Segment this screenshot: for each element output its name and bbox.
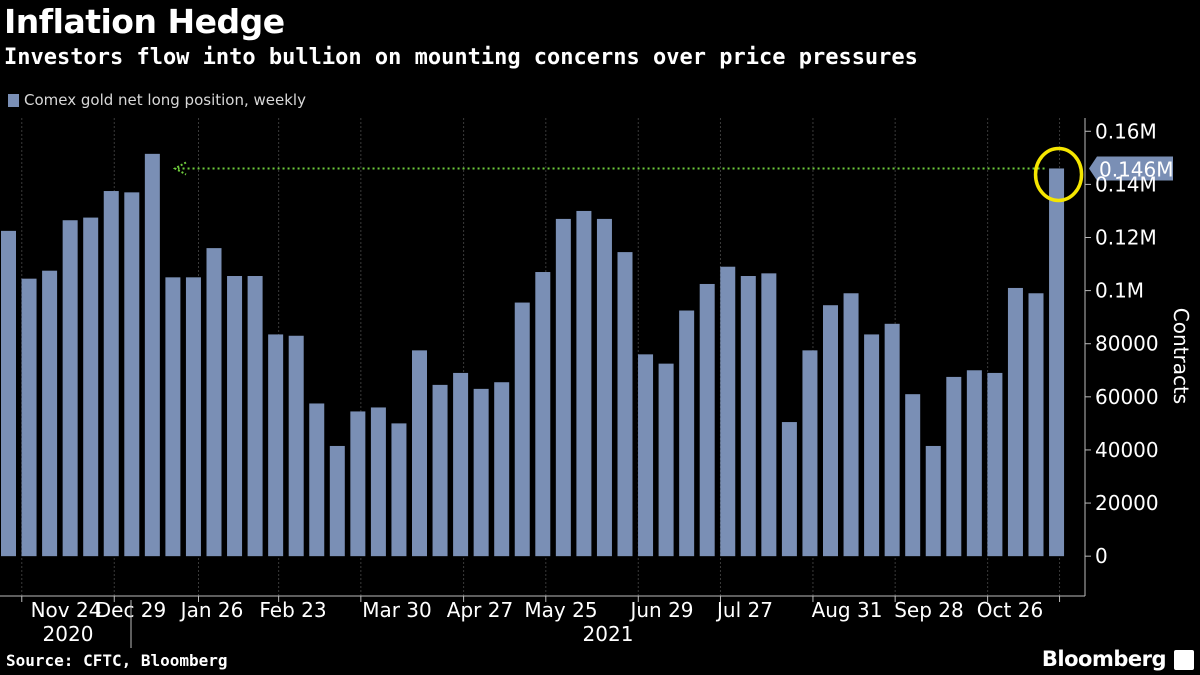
legend: Comex gold net long position, weekly: [8, 91, 306, 109]
y-tick-label: 0: [1095, 544, 1108, 568]
x-year-label: 2021: [583, 622, 634, 646]
arrow-head: [172, 161, 187, 176]
bar: [843, 293, 859, 557]
bar: [1049, 168, 1065, 557]
last-value-badge: [1089, 156, 1173, 181]
y-tick-label: 80000: [1095, 332, 1159, 356]
x-tick-label: May 25: [524, 598, 597, 622]
y-tick-label: 0.14M: [1095, 172, 1157, 196]
chart-subtitle: Investors flow into bullion on mounting …: [4, 45, 918, 70]
y-tick-label: 20000: [1095, 491, 1159, 515]
bar: [288, 335, 304, 557]
chart-title: Inflation Hedge: [4, 2, 285, 41]
bar: [494, 382, 510, 557]
legend-label: Comex gold net long position, weekly: [24, 91, 306, 109]
bar: [453, 372, 469, 557]
y-axis-title: Contracts: [1169, 308, 1193, 404]
bar: [227, 276, 243, 557]
y-tick-label: 60000: [1095, 385, 1159, 409]
y-tick-label: 40000: [1095, 438, 1159, 462]
bar: [864, 334, 880, 557]
axis-layer: 0 20000 40000 60000 80000 0.1M 0.12M 0.14M 0.16M…: [0, 118, 1193, 648]
bar: [268, 334, 284, 557]
bar: [781, 422, 797, 557]
x-tick-label: Jul 27: [715, 598, 773, 622]
bar: [350, 411, 366, 557]
bar: [740, 276, 756, 557]
bar: [83, 217, 99, 557]
x-tick-label: Apr 27: [447, 598, 513, 622]
bar: [62, 220, 78, 557]
y-tick-label: 0.1M: [1095, 279, 1144, 303]
bar: [946, 376, 962, 557]
x-tick-label: Jan 26: [179, 598, 244, 622]
bar: [576, 210, 592, 557]
bar: [905, 394, 921, 557]
bar: [987, 372, 1003, 557]
x-tick-label: Mar 30: [362, 598, 432, 622]
bar: [206, 248, 222, 557]
brand-logo-text: Bloomberg: [1041, 647, 1167, 671]
x-tick-label: Jun 29: [628, 598, 693, 622]
bars-layer: [1, 153, 1065, 557]
bar: [802, 350, 818, 557]
highlight-circle: [1033, 146, 1084, 203]
bar: [823, 305, 838, 557]
bar: [638, 354, 654, 557]
x-tick-label: Aug 31: [812, 598, 883, 622]
bar: [699, 283, 715, 557]
bar: [1, 230, 16, 557]
bar: [720, 266, 736, 557]
bar: [596, 218, 612, 557]
bar: [124, 192, 140, 557]
legend-swatch: [8, 93, 19, 107]
bar: [658, 363, 674, 557]
bar: [617, 252, 633, 557]
bar: [1028, 293, 1044, 557]
bar: [1007, 287, 1023, 557]
bar: [884, 323, 900, 557]
annotation-layer: 0.146M: [172, 146, 1174, 203]
source-note: Source: CFTC, Bloomberg: [6, 651, 228, 670]
x-tick-label: Sep 28: [894, 598, 964, 622]
bar: [412, 350, 427, 557]
bar: [165, 277, 181, 557]
x-tick-label: Feb 23: [259, 598, 326, 622]
bar: [329, 445, 345, 557]
bar: [391, 423, 407, 557]
bar: [144, 153, 160, 557]
bar: [925, 445, 941, 557]
bar: [679, 310, 695, 557]
bar: [966, 370, 982, 557]
bloomberg-terminal-icon: [1174, 650, 1194, 670]
y-tick-label: 0.12M: [1095, 226, 1157, 250]
bar: [309, 403, 325, 557]
bar: [42, 270, 58, 557]
bar: [535, 272, 551, 557]
y-tick-label: 0.16M: [1095, 119, 1157, 143]
bar: [555, 218, 571, 557]
bar: [761, 273, 777, 557]
bar: [185, 277, 201, 557]
bar: [514, 302, 530, 557]
bar: [473, 388, 489, 557]
bar: [247, 276, 263, 557]
bar: [21, 278, 37, 557]
bar: [370, 407, 386, 557]
bar: [103, 191, 119, 557]
bar: [432, 384, 448, 557]
x-tick-label: Nov 24: [31, 598, 102, 622]
x-year-label: 2020: [43, 622, 94, 646]
last-value-label: 0.146M: [1099, 157, 1174, 181]
x-tick-label: Oct 26: [977, 598, 1043, 622]
